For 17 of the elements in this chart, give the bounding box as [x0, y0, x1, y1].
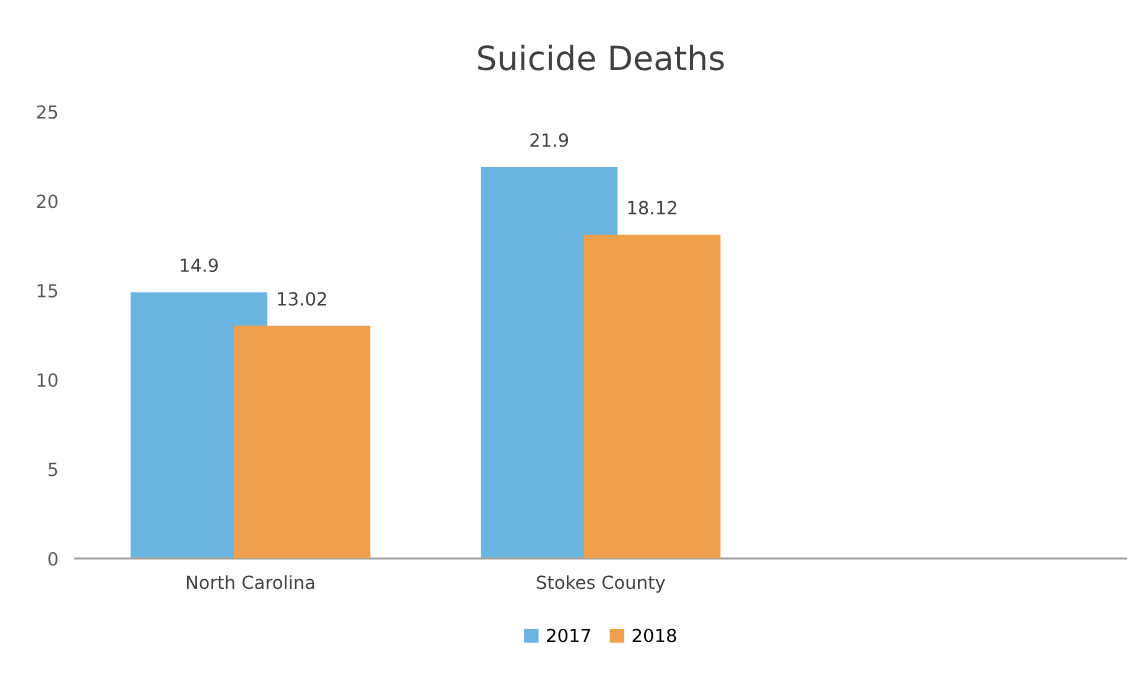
- y-tick-label: 0: [48, 551, 58, 566]
- y-tick-label: 20: [37, 194, 58, 209]
- y-tick-label: 25: [37, 105, 58, 119]
- y-tick-label: 15: [37, 284, 58, 298]
- x-tick-label: North Carolina: [186, 575, 315, 590]
- bar: [233, 325, 371, 559]
- chart-title: Suicide Deaths: [478, 44, 724, 71]
- legend-label: 2018: [632, 628, 677, 643]
- legend-label: 2017: [547, 628, 591, 643]
- y-tick-label: 5: [48, 462, 58, 477]
- data-label: 14.9: [180, 258, 218, 273]
- bar: [583, 234, 721, 559]
- data-label: 13.02: [278, 292, 326, 306]
- data-label: 21.9: [530, 133, 569, 147]
- data-label: 18.12: [628, 200, 677, 215]
- x-tick-label: Stokes County: [536, 575, 666, 593]
- y-tick-label: 10: [37, 373, 58, 387]
